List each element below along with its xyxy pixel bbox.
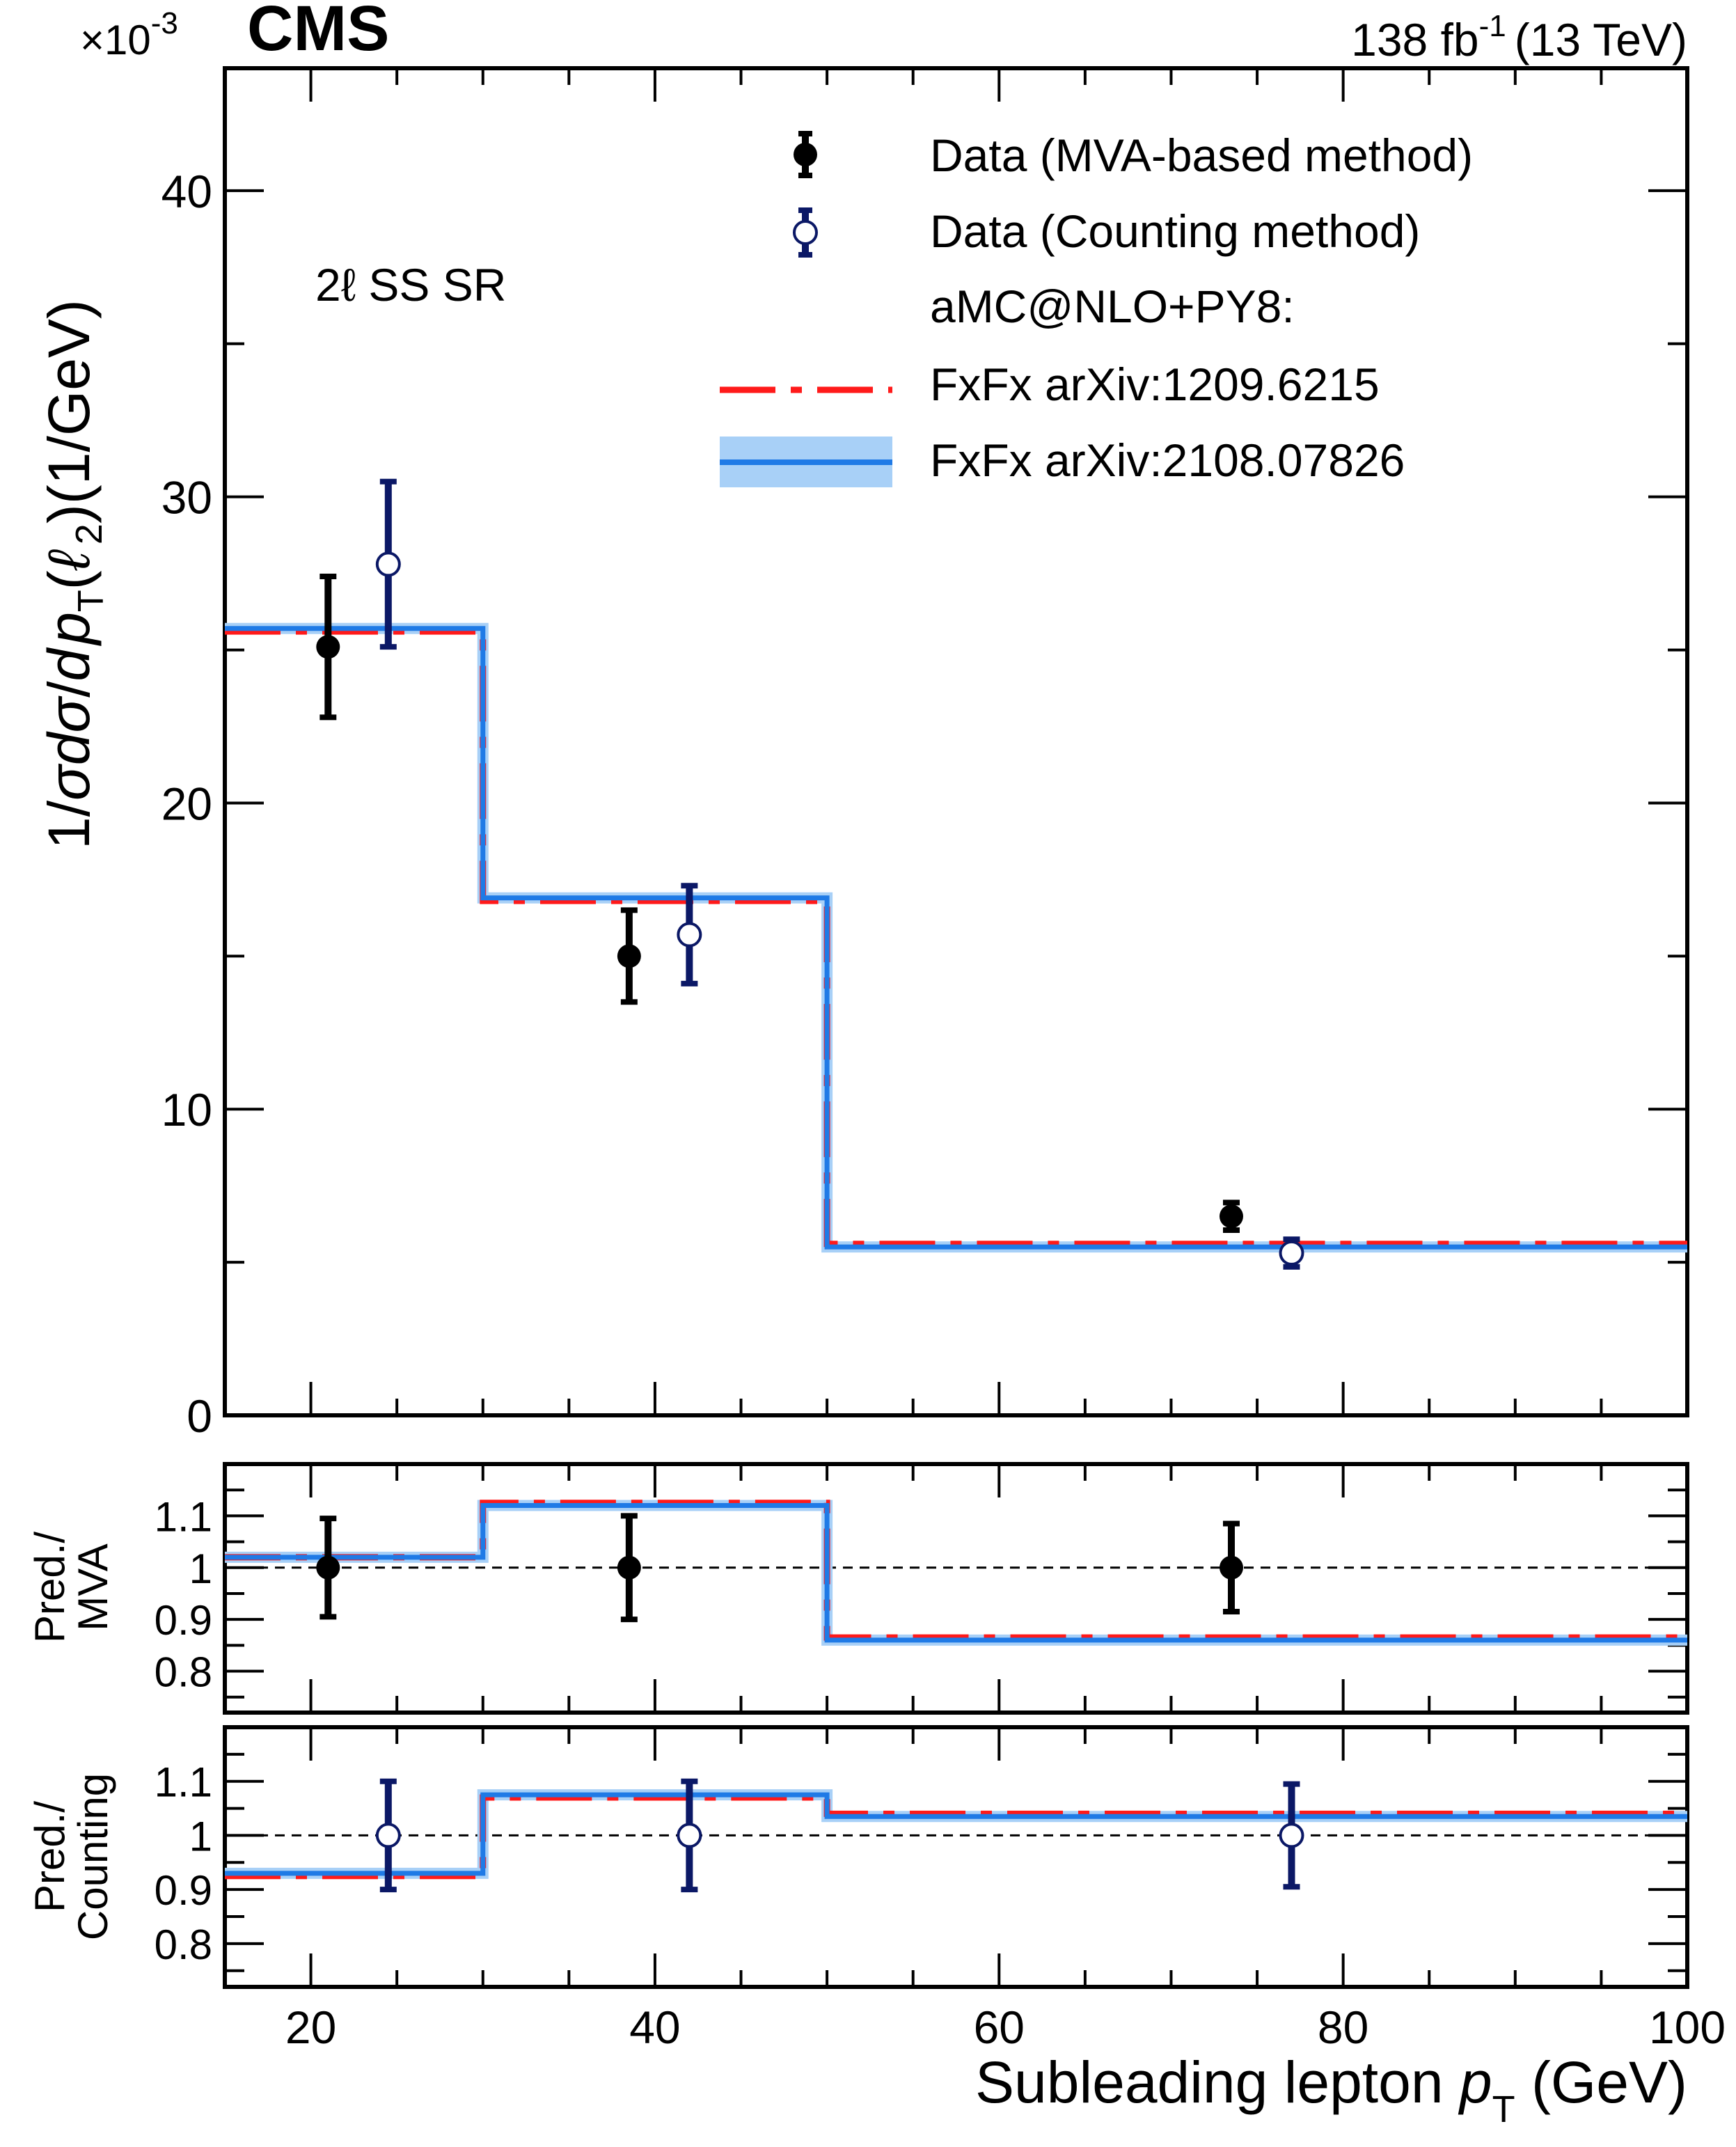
blue-band-ratio-mva xyxy=(225,1500,1687,1646)
main-plot xyxy=(225,478,1687,1270)
y-tick-label-r1: 0.8 xyxy=(155,1649,212,1696)
legend-red-label: FxFx arXiv:1209.6215 xyxy=(930,359,1380,410)
svg-text:MVA: MVA xyxy=(70,1543,116,1631)
axis-ticks: 20 40 60 80 100 0 10 20 30 40 0.8 0.9 1 1.1 0.8 0.9 1 1.1 xyxy=(155,68,1726,2053)
ratio-mva-point xyxy=(617,1555,641,1580)
legend-mva-label: Data (MVA-based method) xyxy=(930,129,1473,181)
legend-counting-marker xyxy=(793,207,818,258)
blue-band-ratio-counting xyxy=(225,1789,1687,1879)
ratio-counting-point xyxy=(1279,1823,1304,1848)
ratio-counting-point xyxy=(677,1823,702,1848)
y-tick-label-r1: 1.1 xyxy=(155,1493,212,1540)
y-tick-label-main: 10 xyxy=(161,1084,212,1135)
multiplier-base: ×10 xyxy=(80,17,151,63)
blue-model-step-main xyxy=(225,626,1687,1250)
x-tick-label: 40 xyxy=(629,2001,680,2053)
y-tick-label-r2: 1.1 xyxy=(155,1759,212,1806)
energy-label: (13 TeV) xyxy=(1515,14,1687,65)
y-multiplier: ×10-3 xyxy=(80,6,178,63)
ratio-counting-plot xyxy=(225,1778,1687,1893)
x-tick-label: 60 xyxy=(974,2001,1025,2053)
lumi-value: 138 fb xyxy=(1351,14,1479,65)
legend-group-label: aMC@NLO+PY8: xyxy=(930,281,1295,332)
legend-counting-label: Data (Counting method) xyxy=(930,205,1420,257)
ratio-counting-panel-frame xyxy=(223,1725,1689,1989)
counting-point xyxy=(1279,1240,1304,1266)
y-tick-label-main: 40 xyxy=(161,166,212,217)
red-model-step-main xyxy=(225,628,1687,1248)
mva-point xyxy=(316,635,340,659)
region-label: 2ℓ SS SR xyxy=(315,259,506,310)
legend-blue-label: FxFx arXiv:2108.07826 xyxy=(930,434,1405,486)
multiplier-exponent: -3 xyxy=(151,6,178,40)
svg-text:Counting: Counting xyxy=(70,1773,116,1940)
ratio-mva-point xyxy=(1219,1555,1243,1580)
blue-model-step-ratio-counting xyxy=(225,1792,1687,1876)
x-tick-label: 80 xyxy=(1318,2001,1368,2053)
main-y-axis-label: 1/σdσ/dpT(ℓ2)(1/GeV) xyxy=(36,299,111,849)
main-panel-frame xyxy=(223,66,1689,1417)
lumi-label: 138 fb-1 (13 TeV) xyxy=(1351,9,1687,65)
blue-model-step-ratio-mva xyxy=(225,1503,1687,1643)
mva-point xyxy=(617,944,641,968)
cms-label: CMS xyxy=(247,0,389,64)
y-tick-label-main: 0 xyxy=(187,1390,212,1442)
ratio-mva-panel-frame xyxy=(223,1462,1689,1715)
ratio-mva-point xyxy=(316,1555,340,1580)
svg-text:Pred./: Pred./ xyxy=(26,1532,73,1643)
legend-mva-marker xyxy=(794,131,817,178)
y-tick-label-r1: 0.9 xyxy=(155,1597,212,1644)
ratio-mva-y-label: Pred./ MVA xyxy=(26,1532,116,1643)
svg-text:138 fb-1(13 TeV): 138 fb-1 (13 TeV) xyxy=(1351,9,1687,65)
red-model-step-ratio-counting xyxy=(225,1794,1687,1880)
red-model-step-ratio-mva xyxy=(225,1500,1687,1641)
ratio-mva-plot xyxy=(225,1500,1687,1646)
counting-point xyxy=(677,922,702,947)
y-tick-label-r2: 0.8 xyxy=(155,1921,212,1968)
y-tick-label-r1: 1 xyxy=(189,1546,212,1592)
ratio-counting-y-label: Pred./ Counting xyxy=(26,1773,116,1940)
y-tick-label-main: 30 xyxy=(161,472,212,524)
x-tick-label: 100 xyxy=(1649,2001,1726,2053)
counting-point xyxy=(375,551,401,577)
y-tick-label-r2: 1 xyxy=(189,1813,212,1859)
x-axis-label: Subleading lepton pT (GeV) xyxy=(975,2050,1687,2130)
svg-text:Pred./: Pred./ xyxy=(26,1801,73,1912)
y-tick-label-r2: 0.9 xyxy=(155,1867,212,1914)
svg-text:Subleading lepton pT (GeV): Subleading lepton pT (GeV) xyxy=(975,2050,1687,2130)
ratio-counting-point xyxy=(375,1823,401,1848)
x-tick-label: 20 xyxy=(285,2001,336,2053)
blue-band-main xyxy=(225,622,1687,1253)
legend: Data (MVA-based method) Data (Counting m… xyxy=(720,129,1473,487)
svg-text:×10-3: ×10-3 xyxy=(80,6,178,63)
y-tick-label-main: 20 xyxy=(161,778,212,829)
svg-text:1/σdσ/dpT(ℓ2)(1/GeV): 1/σdσ/dpT(ℓ2)(1/GeV) xyxy=(36,299,111,849)
lumi-exponent: -1 xyxy=(1479,9,1506,43)
mva-point xyxy=(1219,1204,1243,1229)
